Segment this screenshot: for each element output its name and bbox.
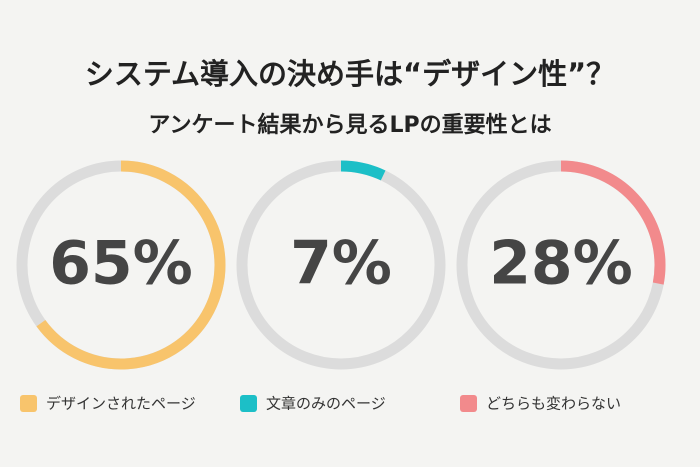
title: システム導入の決め手は“デザイン性”？ (85, 57, 615, 91)
legend-label: 文章のみのページ (266, 395, 386, 413)
legend-label: どちらも変わらない (486, 395, 621, 413)
value-label: 7% (290, 229, 392, 299)
legend-swatch (240, 395, 257, 412)
value-label: 65% (49, 229, 193, 299)
legend-label: デザインされたページ (46, 395, 196, 413)
value-label: 28% (489, 229, 633, 299)
donut-arc (36, 160, 226, 370)
donut-arc (560, 160, 666, 285)
donut-arc (340, 160, 386, 181)
legend-swatch (460, 395, 477, 412)
subtitle: アンケート結果から見るLPの重要性とは (148, 112, 551, 138)
legend-swatch (20, 395, 37, 412)
